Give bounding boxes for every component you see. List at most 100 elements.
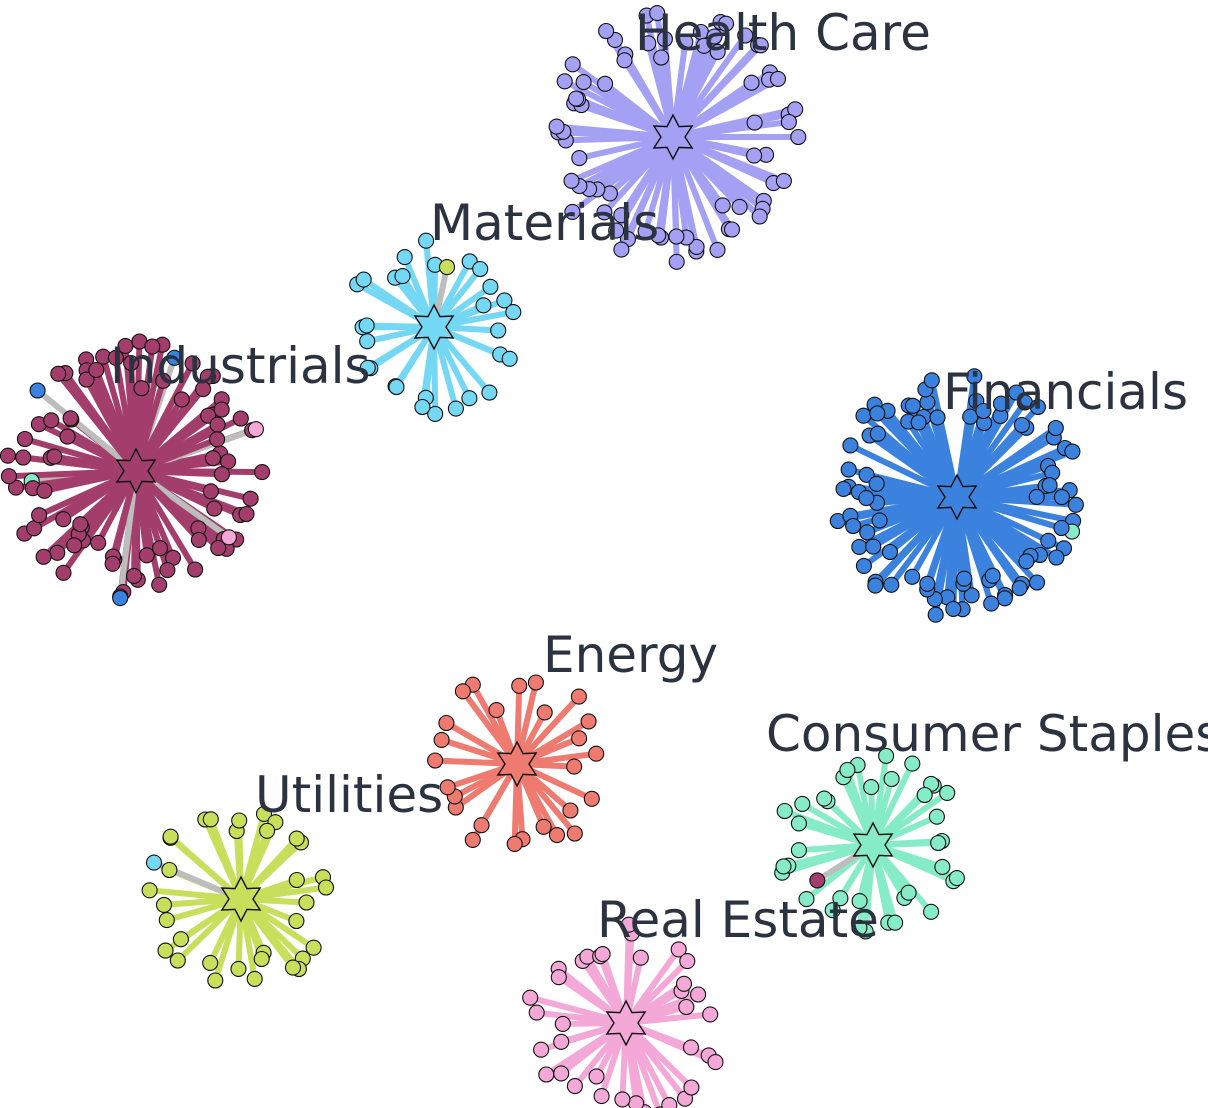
real-estate-edge [623,1011,714,1026]
industrials-node [35,548,52,565]
health-care-edge [670,32,749,140]
consumer-staples-node [928,808,945,825]
materials-node [475,297,492,314]
health-care-node [653,49,670,66]
energy-label: Energy [543,626,718,684]
real-estate-node [670,941,687,958]
energy-node [511,677,528,694]
consumer-staples-node [824,902,841,919]
utilities-node [161,861,178,879]
real-estate-hub-star [605,999,647,1047]
financials-node [1018,553,1035,570]
health-care-node [790,128,807,146]
materials-node [447,400,464,417]
industrials-node [213,466,230,483]
real-estate-node [522,989,539,1006]
materials-node [388,378,405,396]
energy-node [473,817,490,834]
financials-node [858,490,875,507]
health-care-edge [553,123,676,140]
industrials-node [49,544,66,561]
health-care-node [668,228,685,245]
consumer-staples-node [939,784,956,801]
financials-node [835,480,852,497]
materials-node [482,278,499,295]
financials-node [871,512,888,529]
health-care-node [598,22,615,40]
financials-node [867,577,884,594]
industrials-edge [133,468,225,478]
real-estate-node [528,1004,545,1021]
energy-node [488,702,505,719]
health-care-node [709,241,726,258]
health-care-node [746,147,763,164]
financials-node [883,576,900,593]
financials-node [1053,489,1070,506]
financials-node [983,595,1000,612]
utilities-node [202,811,219,828]
energy-edge [432,757,520,767]
utilities-node [284,959,302,976]
materials-node [359,359,376,376]
health-care-node [649,5,666,22]
financials-node [855,557,872,574]
consumer-staples-node [900,884,917,901]
energy-node [570,688,587,705]
materials-node [496,292,513,309]
real-estate-node [628,1095,645,1108]
real-estate-node [614,1091,631,1108]
materials-node [418,232,435,249]
health-care-node [656,30,673,48]
industrials-node [206,500,223,517]
energy-node [583,790,600,807]
health-care-node [616,52,633,69]
consumer-staples-node [904,755,921,772]
utilities-foreign-node [145,854,163,871]
utilities-node [162,828,179,845]
real-estate-node [678,998,695,1016]
financials-node [956,570,973,587]
industrials-node [187,561,204,578]
health-care-node [688,238,705,255]
health-care-edge [670,134,735,233]
hubs-layer [115,113,978,1047]
industrials-foreign-node [166,349,183,366]
financials-node [1008,384,1025,401]
real-estate-edge [527,994,629,1026]
financials-node [851,538,868,555]
consumer-staples-node [816,790,833,807]
real-estate-edge [623,1020,673,1108]
financials-node [1029,398,1046,416]
health-care-node [571,150,588,167]
industrials-node [213,401,230,418]
consumer-staples-node [790,842,807,859]
real-estate-label: Real Estate [597,891,879,949]
utilities-node [230,960,247,977]
materials-node [394,268,411,285]
health-care-node [769,70,787,87]
industrials-node [88,361,105,379]
industrials-node [123,354,140,372]
consumer-staples-node [775,858,792,875]
utilities-node [207,972,224,989]
health-care-node [564,203,581,220]
energy-node [527,674,544,691]
financials-node [1064,443,1081,460]
consumer-staples-node [878,747,895,764]
industrials-edge [133,377,167,474]
real-estate-node [682,1039,700,1056]
real-estate-node [632,949,649,966]
health-care-node [597,75,614,92]
industrials-node [138,547,155,564]
consumer-staples-node [851,919,868,936]
industrials-node [173,391,190,408]
energy-node [439,779,456,796]
industrials-node [184,355,201,372]
health-care-node [556,73,573,90]
health-care-node [709,43,726,60]
utilities-node [317,879,335,896]
energy-node [566,825,583,842]
utilities-edge [238,896,296,971]
financials-hub-star [936,473,978,521]
utilities-node [288,830,305,847]
